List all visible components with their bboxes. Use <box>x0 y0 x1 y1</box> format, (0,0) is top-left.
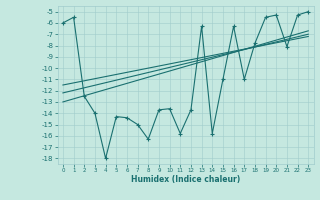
X-axis label: Humidex (Indice chaleur): Humidex (Indice chaleur) <box>131 175 240 184</box>
